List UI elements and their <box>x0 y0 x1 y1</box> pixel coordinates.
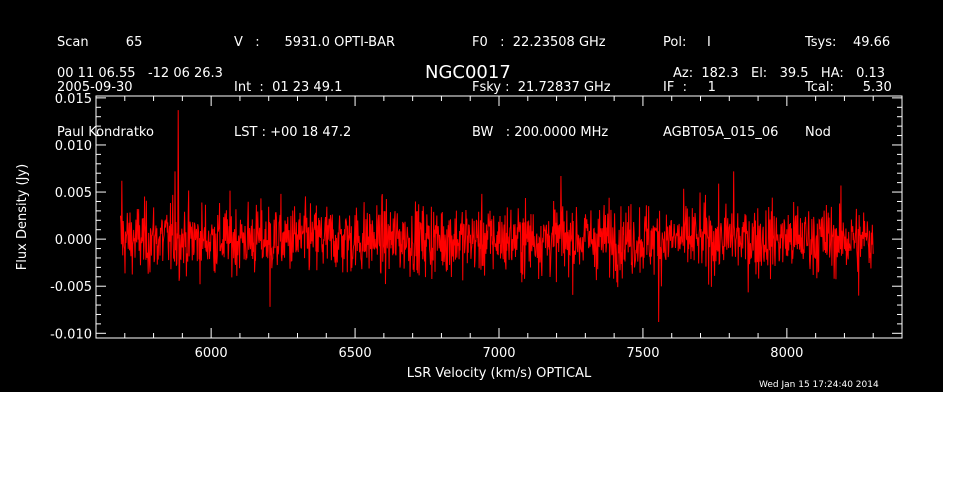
header-text: 2005-09-30 <box>57 80 133 95</box>
header-text: LST : +00 18 47.2 <box>234 125 352 140</box>
header-text: Tcal: 5.30 <box>805 80 892 95</box>
header-text: Scan 65 <box>57 35 143 50</box>
x-tick-label: 6500 <box>339 346 372 361</box>
header-text: IF : 1 <box>663 80 716 95</box>
plot-panel <box>0 0 943 392</box>
header-text: Paul Kondratko <box>57 125 154 140</box>
y-tick-label: -0.010 <box>50 327 92 342</box>
header-frequency-info: F0 : 22.23508 GHz Fsky : 21.72837 GHz BW… <box>472 5 611 155</box>
y-tick-label: 0.005 <box>55 186 92 201</box>
x-tick-label: 8000 <box>770 346 803 361</box>
plot-frame <box>95 95 903 339</box>
header-text: Int : 01 23 49.1 <box>234 80 343 95</box>
spectrum-chart: 6000 6500 7000 7500 8000 -0.010 -0.005 0.000 0.0… <box>15 92 903 381</box>
timestamp: Wed Jan 15 17:24:40 2014 <box>759 380 879 390</box>
header-text: F0 : 22.23508 GHz <box>472 35 606 50</box>
header-text: Tsys: 49.66 <box>805 35 891 50</box>
header-velocity-info: V : 5931.0 OPTI-BAR Int : 01 23 49.1 LST… <box>234 5 395 155</box>
x-tick-label: 6000 <box>195 346 228 361</box>
chart-title: NGC0017 <box>425 62 511 83</box>
spectrum-trace-layer <box>119 110 874 322</box>
header-text: Fsky : 21.72837 GHz <box>472 80 611 95</box>
x-tick-label: 7000 <box>482 346 515 361</box>
header-text: AGBT05A_015_06 <box>663 125 779 140</box>
y-axis-label: Flux Density (Jy) <box>15 164 30 270</box>
header-tsys-info: Tsys: 49.66 Tcal: 5.30 Nod <box>805 5 892 155</box>
source-coordinates: 00 11 06.55 -12 06 26.3 <box>57 66 223 81</box>
az-el-ha-readout: Az: 182.3 El: 39.5 HA: 0.13 <box>673 66 886 81</box>
x-axis-label: LSR Velocity (km/s) OPTICAL <box>407 366 592 381</box>
header-text: BW : 200.0000 MHz <box>472 125 609 140</box>
header-text: Nod <box>805 125 831 140</box>
y-tick-label: 0.015 <box>55 92 92 107</box>
header-pol-info: Pol: I IF : 1 AGBT05A_015_06 <box>663 5 778 155</box>
y-tick-label: -0.005 <box>50 280 92 295</box>
x-tick-label: 7500 <box>626 346 659 361</box>
header-scan-info: Scan 65 2005-09-30 Paul Kondratko <box>57 5 154 155</box>
header-text: Pol: I <box>663 35 711 50</box>
header-text: V : 5931.0 OPTI-BAR <box>234 35 396 50</box>
y-tick-label: 0.000 <box>55 233 92 248</box>
y-tick-label: 0.010 <box>55 139 92 154</box>
spectrum-trace-line <box>119 110 874 322</box>
axis-ticks: 6000 6500 7000 7500 8000 -0.010 -0.005 0.000 0.0… <box>50 92 903 361</box>
